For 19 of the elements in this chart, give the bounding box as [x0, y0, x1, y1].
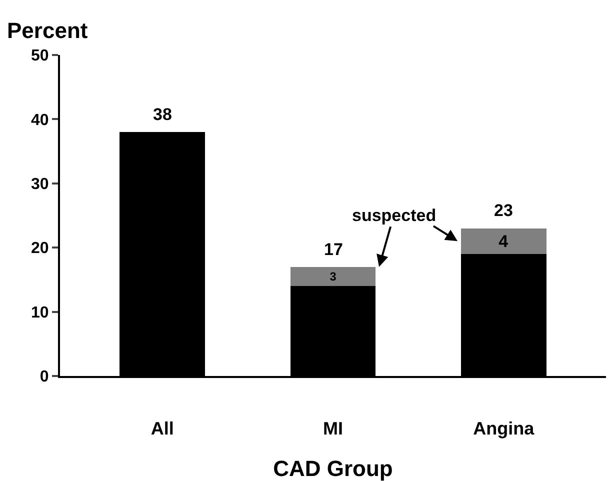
- x-axis-title: CAD Group: [273, 456, 393, 481]
- bar: [460, 228, 546, 254]
- total-label: 17: [324, 240, 343, 259]
- x-tick-label: All: [150, 418, 174, 439]
- annotation: suspected: [352, 206, 436, 225]
- y-tick-label: 0: [40, 368, 49, 386]
- y-tick-label: 40: [31, 112, 49, 129]
- total-label: 38: [153, 105, 172, 124]
- y-tick-label: 50: [31, 48, 49, 65]
- y-tick-label: 10: [31, 304, 49, 322]
- data-label: 4: [498, 232, 509, 252]
- y-tick-label: 30: [31, 176, 49, 193]
- bar: [290, 266, 376, 286]
- y-axis-title: Percent: [7, 18, 88, 43]
- y-tick-label: 20: [31, 240, 49, 258]
- data-label: 3: [330, 269, 337, 284]
- x-tick-label: MI: [323, 418, 343, 439]
- total-label: 23: [494, 201, 513, 220]
- x-tick-label: Angina: [473, 418, 536, 439]
